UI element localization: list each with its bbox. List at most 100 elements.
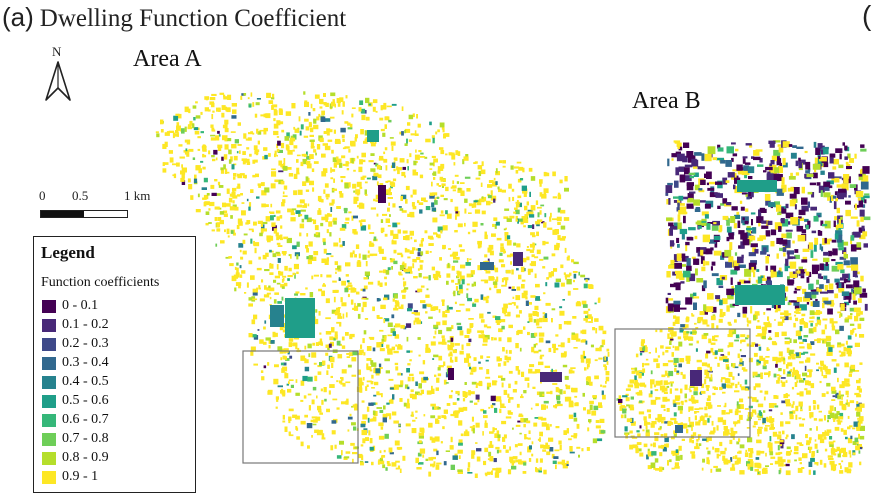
building-footprint (417, 452, 422, 457)
building-footprint (284, 265, 288, 271)
building-footprint (306, 248, 309, 253)
building-footprint (288, 431, 291, 436)
building-footprint (323, 241, 326, 246)
building-footprint (359, 460, 364, 463)
building-footprint (530, 295, 536, 298)
building-footprint (843, 175, 849, 184)
building-footprint (757, 471, 760, 475)
building-footprint (805, 339, 807, 342)
building-footprint (288, 254, 291, 257)
building-footprint (756, 216, 764, 223)
building-footprint (677, 214, 681, 222)
building-footprint (384, 358, 390, 362)
building-footprint (718, 229, 722, 233)
building-footprint (357, 260, 361, 262)
building-footprint (342, 313, 345, 319)
building-footprint (748, 405, 753, 409)
building-footprint (283, 362, 287, 366)
building-footprint (538, 332, 545, 337)
building-footprint (852, 441, 857, 445)
building-footprint (364, 318, 369, 320)
building-footprint (521, 292, 527, 299)
building-footprint (843, 429, 847, 435)
building-footprint (437, 234, 441, 239)
building-footprint (361, 429, 367, 436)
building-footprint (688, 388, 691, 391)
building-footprint (270, 215, 274, 221)
building-footprint (715, 181, 723, 185)
building-footprint (735, 148, 739, 152)
building-footprint (456, 181, 460, 184)
building-footprint (396, 446, 403, 450)
building-footprint (842, 273, 849, 279)
building-footprint (795, 307, 802, 312)
building-footprint (731, 206, 738, 211)
building-footprint (495, 221, 500, 226)
building-footprint (480, 319, 485, 323)
building-footprint (419, 156, 426, 158)
building-footprint (414, 312, 420, 316)
building-footprint (187, 124, 192, 127)
building-footprint (847, 353, 852, 357)
building-footprint (829, 195, 832, 203)
building-footprint (457, 470, 463, 474)
building-footprint (179, 156, 185, 159)
building-footprint (344, 287, 349, 293)
building-footprint (756, 269, 760, 272)
building-footprint (248, 202, 252, 207)
building-footprint (798, 379, 805, 383)
building-footprint (486, 471, 492, 475)
building-footprint (753, 271, 756, 278)
building-footprint (717, 205, 721, 209)
building-footprint (542, 194, 545, 198)
building-footprint (283, 185, 288, 190)
building-footprint (483, 296, 488, 301)
building-footprint (281, 202, 285, 207)
building-footprint (285, 298, 315, 338)
building-footprint (375, 194, 380, 200)
building-footprint (380, 228, 384, 234)
building-footprint (229, 206, 235, 211)
building-footprint (437, 170, 441, 174)
building-footprint (817, 319, 822, 324)
building-footprint (358, 166, 363, 173)
building-footprint (385, 370, 390, 374)
building-footprint (809, 412, 814, 418)
building-footprint (542, 449, 547, 452)
building-footprint (836, 446, 840, 451)
building-footprint (625, 393, 629, 396)
building-footprint (210, 134, 216, 137)
building-footprint (661, 374, 666, 378)
building-footprint (352, 452, 358, 455)
building-footprint (399, 208, 404, 211)
building-footprint (292, 245, 297, 250)
building-footprint (282, 199, 286, 204)
building-footprint (773, 140, 781, 143)
building-footprint (315, 232, 319, 236)
building-footprint (306, 423, 313, 429)
building-footprint (675, 282, 681, 291)
building-footprint (681, 196, 689, 200)
building-footprint (706, 461, 709, 464)
building-footprint (417, 288, 423, 293)
building-footprint (360, 108, 366, 114)
building-footprint (736, 401, 739, 406)
building-footprint (210, 124, 214, 128)
building-footprint (356, 155, 359, 159)
building-footprint (747, 466, 752, 470)
building-footprint (474, 402, 478, 405)
building-footprint (468, 203, 473, 207)
building-footprint (664, 437, 669, 443)
scale-bar-graphic (40, 210, 128, 218)
building-footprint (777, 434, 782, 440)
building-footprint (367, 254, 370, 258)
building-footprint (818, 338, 823, 341)
building-footprint (341, 302, 347, 307)
building-footprint (795, 414, 798, 420)
building-footprint (336, 455, 342, 459)
building-footprint (434, 198, 437, 201)
building-footprint (739, 384, 742, 387)
building-footprint (241, 158, 247, 161)
building-footprint (740, 386, 746, 389)
building-footprint (744, 408, 749, 410)
